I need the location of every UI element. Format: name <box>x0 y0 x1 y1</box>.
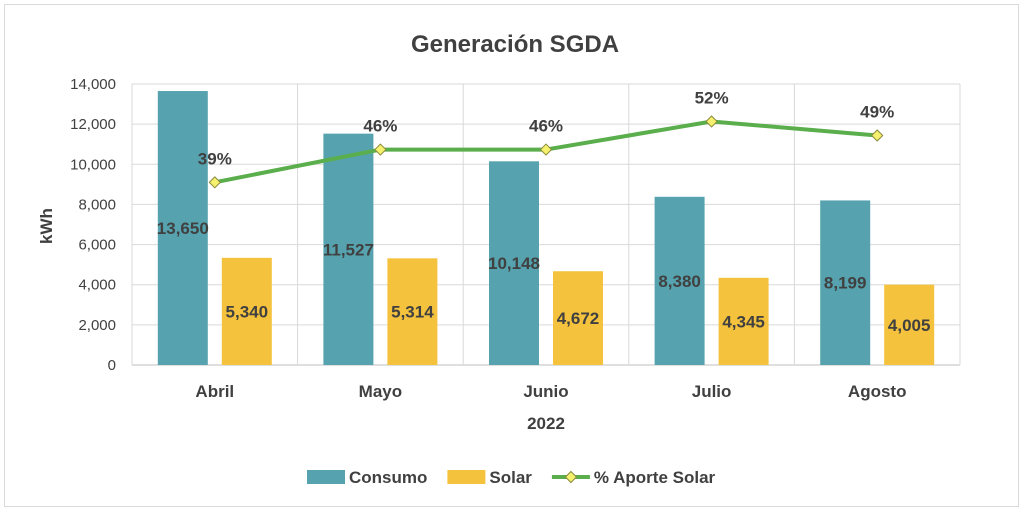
x-category-label: Agosto <box>848 382 907 401</box>
data-label-consumo: 13,650 <box>157 219 209 238</box>
percent-marker <box>539 143 553 156</box>
bar-solar-abril <box>221 257 272 365</box>
data-label-consumo: 8,199 <box>824 274 867 293</box>
legend-swatch-solar <box>447 470 486 484</box>
data-label-solar: 4,672 <box>557 309 600 328</box>
y-axis-ticks: 0 2,000 4,000 6,000 8,000 10,000 12,000 14,000 <box>70 76 116 374</box>
x-axis-categories: Abril Mayo Junio Julio Agosto <box>195 382 906 401</box>
bar-consumo-mayo <box>323 133 374 365</box>
percent-marker <box>705 115 718 128</box>
bar-solar-mayo <box>387 258 438 365</box>
y-tick-label: 2,000 <box>78 317 116 334</box>
y-tick-label: 8,000 <box>78 196 116 213</box>
bars <box>157 91 935 366</box>
percent-marker <box>208 176 222 189</box>
data-label-consumo: 10,148 <box>488 254 540 273</box>
percent-marker <box>870 129 884 142</box>
bar-solar-junio <box>553 271 603 365</box>
y-tick-label: 0 <box>108 357 116 374</box>
percent-label: 39% <box>198 149 232 168</box>
data-labels: 13,650 11,527 10,148 8,380 8,199 5,340 5,314 4,… <box>157 88 931 334</box>
x-category-label: Mayo <box>359 382 402 401</box>
bar-consumo-junio <box>489 161 539 365</box>
percent-label: 52% <box>695 88 729 107</box>
bar-consumo-agosto <box>820 200 871 365</box>
legend-label: Solar <box>489 468 532 487</box>
y-tick-label: 12,000 <box>70 116 116 133</box>
legend-marker <box>564 470 578 484</box>
bar-consumo-julio <box>654 196 705 365</box>
percent-marker <box>374 143 387 156</box>
percent-line <box>208 115 884 189</box>
y-axis-label: kWh <box>37 208 56 244</box>
percent-label: 49% <box>860 103 894 122</box>
percent-label: 46% <box>363 117 397 136</box>
bar-consumo-abril <box>157 91 208 366</box>
data-label-solar: 5,340 <box>226 302 269 321</box>
legend-label: Consumo <box>349 468 427 487</box>
data-label-solar: 5,314 <box>391 303 434 322</box>
y-tick-label: 10,000 <box>70 156 116 173</box>
data-label-solar: 4,005 <box>888 316 931 335</box>
x-category-label: Abril <box>195 382 234 401</box>
x-category-label: Junio <box>523 382 568 401</box>
x-category-label: Julio <box>692 382 732 401</box>
data-label-solar: 4,345 <box>722 312 765 331</box>
y-tick-label: 6,000 <box>78 237 116 254</box>
x-axis-label: 2022 <box>527 414 565 433</box>
legend: Consumo Solar % Aporte Solar <box>307 468 716 487</box>
data-label-consumo: 8,380 <box>658 272 701 291</box>
chart-title: Generación SGDA <box>411 31 619 58</box>
percent-label: 46% <box>529 117 563 136</box>
y-tick-label: 4,000 <box>78 277 116 294</box>
data-label-consumo: 11,527 <box>323 240 374 259</box>
y-tick-label: 14,000 <box>70 76 116 93</box>
bar-solar-julio <box>718 277 769 365</box>
legend-label: % Aporte Solar <box>594 468 716 487</box>
bar-solar-agosto <box>884 284 935 365</box>
legend-swatch-consumo <box>307 470 345 484</box>
